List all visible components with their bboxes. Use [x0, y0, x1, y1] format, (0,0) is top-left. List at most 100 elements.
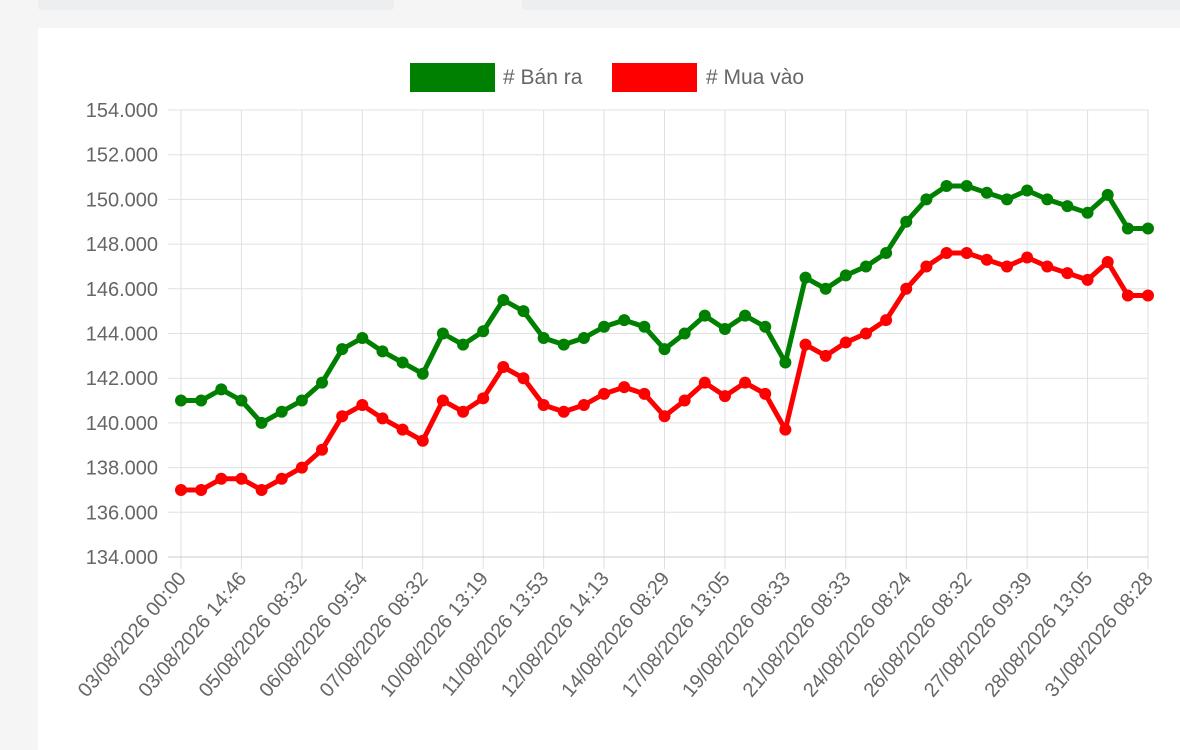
data-point-sell[interactable]	[980, 186, 993, 199]
data-point-buy[interactable]	[698, 376, 711, 389]
data-point-sell[interactable]	[295, 394, 308, 407]
data-point-buy[interactable]	[1081, 273, 1094, 286]
legend[interactable]: # Bán ra # Mua vào	[410, 63, 804, 92]
data-point-sell[interactable]	[457, 338, 470, 351]
data-point-sell[interactable]	[436, 327, 449, 340]
data-point-buy[interactable]	[336, 410, 349, 423]
data-point-buy[interactable]	[920, 260, 933, 273]
data-point-buy[interactable]	[557, 405, 570, 418]
legend-swatch-sell[interactable]	[410, 63, 495, 92]
legend-label-sell[interactable]: # Bán ra	[503, 66, 583, 89]
data-point-sell[interactable]	[779, 356, 792, 369]
data-point-buy[interactable]	[457, 405, 470, 418]
data-point-sell[interactable]	[658, 343, 671, 356]
data-point-buy[interactable]	[215, 472, 228, 485]
data-point-sell[interactable]	[1041, 193, 1054, 206]
data-point-sell[interactable]	[839, 269, 852, 282]
data-point-buy[interactable]	[839, 336, 852, 349]
data-point-sell[interactable]	[577, 331, 590, 344]
data-point-sell[interactable]	[396, 356, 409, 369]
data-point-sell[interactable]	[638, 320, 651, 333]
data-point-sell[interactable]	[739, 309, 752, 322]
data-point-sell[interactable]	[678, 327, 691, 340]
data-point-buy[interactable]	[658, 410, 671, 423]
data-point-buy[interactable]	[356, 399, 369, 412]
data-point-buy[interactable]	[718, 390, 731, 403]
data-point-buy[interactable]	[1101, 255, 1114, 268]
data-point-buy[interactable]	[678, 394, 691, 407]
data-point-sell[interactable]	[537, 331, 550, 344]
data-point-sell[interactable]	[1081, 206, 1094, 219]
data-point-sell[interactable]	[235, 394, 248, 407]
data-point-buy[interactable]	[175, 483, 187, 496]
data-point-buy[interactable]	[1000, 260, 1013, 273]
data-point-sell[interactable]	[517, 305, 530, 318]
data-point-sell[interactable]	[859, 260, 872, 273]
data-point-sell[interactable]	[940, 179, 953, 192]
data-point-buy[interactable]	[1061, 267, 1074, 280]
data-point-buy[interactable]	[497, 361, 510, 374]
data-point-buy[interactable]	[316, 443, 329, 456]
data-point-buy[interactable]	[396, 423, 409, 436]
data-point-sell[interactable]	[1142, 222, 1154, 235]
data-point-sell[interactable]	[376, 345, 389, 358]
data-point-sell[interactable]	[255, 416, 268, 429]
data-point-buy[interactable]	[618, 381, 631, 394]
data-point-buy[interactable]	[577, 399, 590, 412]
legend-swatch-buy[interactable]	[612, 63, 697, 92]
data-point-sell[interactable]	[880, 247, 893, 260]
data-point-sell[interactable]	[900, 215, 913, 228]
data-point-buy[interactable]	[598, 387, 611, 400]
data-point-buy[interactable]	[799, 338, 812, 351]
data-point-buy[interactable]	[1142, 289, 1154, 302]
data-point-buy[interactable]	[195, 483, 208, 496]
data-point-buy[interactable]	[376, 412, 389, 425]
data-point-buy[interactable]	[436, 394, 449, 407]
data-point-sell[interactable]	[819, 282, 832, 295]
data-point-sell[interactable]	[759, 320, 772, 333]
data-point-buy[interactable]	[980, 253, 993, 266]
data-point-sell[interactable]	[497, 293, 510, 306]
data-point-sell[interactable]	[416, 367, 429, 380]
data-point-buy[interactable]	[880, 314, 893, 327]
data-point-buy[interactable]	[255, 483, 268, 496]
data-point-sell[interactable]	[477, 325, 490, 338]
data-point-buy[interactable]	[940, 247, 953, 260]
data-point-sell[interactable]	[195, 394, 208, 407]
data-point-buy[interactable]	[859, 327, 872, 340]
data-point-sell[interactable]	[920, 193, 933, 206]
data-point-buy[interactable]	[960, 247, 973, 260]
data-point-buy[interactable]	[235, 472, 248, 485]
data-point-sell[interactable]	[960, 179, 973, 192]
data-point-sell[interactable]	[618, 314, 631, 327]
data-point-buy[interactable]	[1041, 260, 1054, 273]
data-point-buy[interactable]	[759, 387, 772, 400]
data-point-buy[interactable]	[739, 376, 752, 389]
data-point-buy[interactable]	[295, 461, 308, 474]
legend-label-buy[interactable]: # Mua vào	[706, 66, 804, 89]
data-point-sell[interactable]	[215, 383, 228, 396]
data-point-sell[interactable]	[336, 343, 349, 356]
data-point-buy[interactable]	[477, 392, 490, 405]
data-point-buy[interactable]	[638, 387, 651, 400]
data-point-sell[interactable]	[1021, 184, 1034, 197]
data-point-sell[interactable]	[1121, 222, 1134, 235]
data-point-sell[interactable]	[356, 331, 369, 344]
data-point-sell[interactable]	[557, 338, 570, 351]
data-point-sell[interactable]	[175, 394, 187, 407]
data-point-buy[interactable]	[819, 349, 832, 362]
data-point-buy[interactable]	[517, 372, 530, 385]
data-point-buy[interactable]	[779, 423, 792, 436]
data-point-sell[interactable]	[799, 271, 812, 284]
data-point-sell[interactable]	[698, 309, 711, 322]
data-point-sell[interactable]	[598, 320, 611, 333]
data-point-buy[interactable]	[416, 434, 429, 447]
data-point-sell[interactable]	[316, 376, 329, 389]
data-point-buy[interactable]	[900, 282, 913, 295]
data-point-sell[interactable]	[1000, 193, 1013, 206]
data-point-buy[interactable]	[1021, 251, 1034, 264]
data-point-buy[interactable]	[275, 472, 288, 485]
data-point-buy[interactable]	[1121, 289, 1134, 302]
data-point-sell[interactable]	[1101, 188, 1114, 201]
data-point-sell[interactable]	[275, 405, 288, 418]
